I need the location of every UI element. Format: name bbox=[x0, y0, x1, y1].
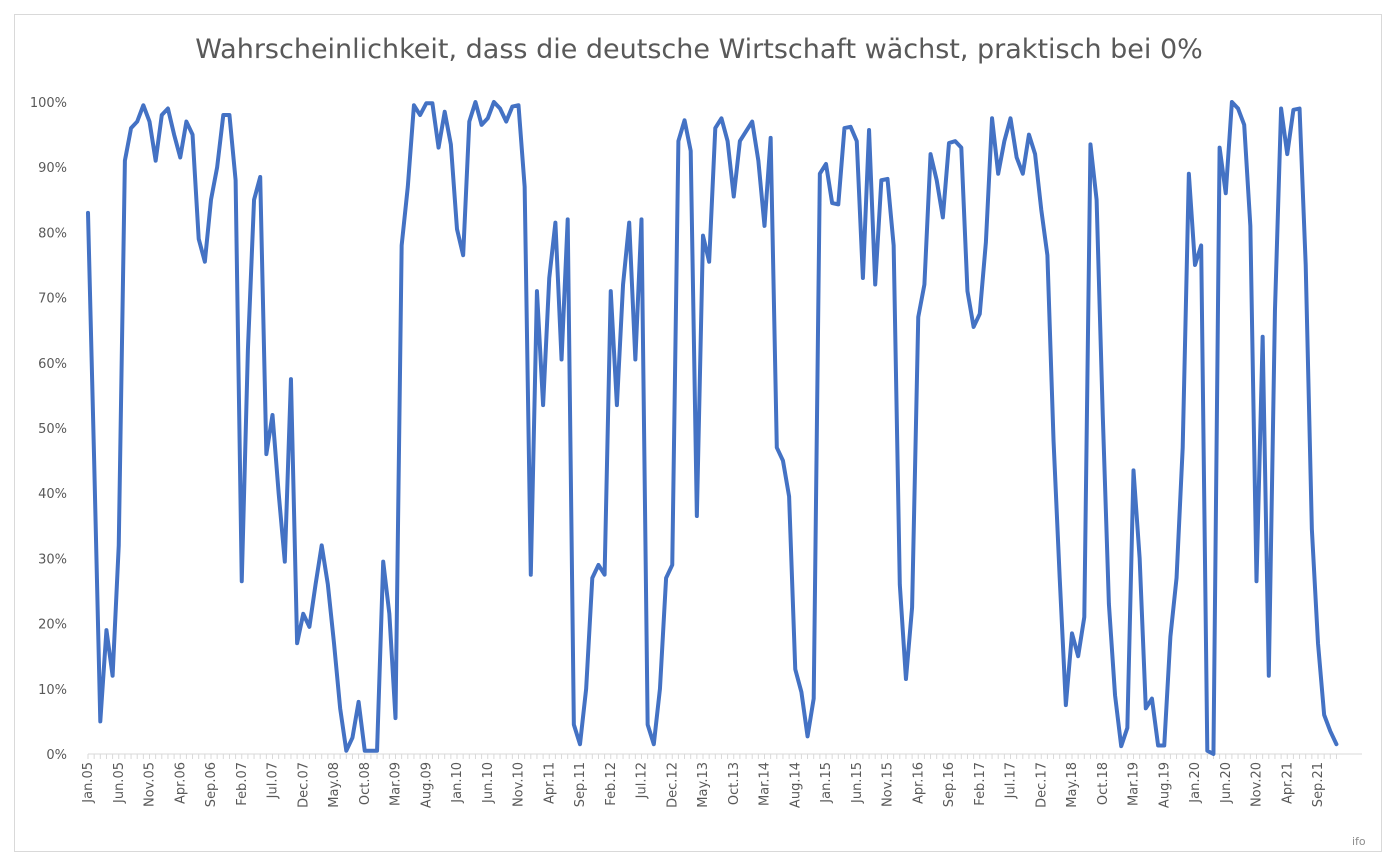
x-tick-label: Aug.09 bbox=[419, 762, 434, 808]
y-tick-label: 30% bbox=[38, 552, 67, 567]
y-axis: 0% 10% 20% 30% 40% 50% 60% 70% 80% 90% 100% bbox=[30, 96, 67, 763]
x-tick-label: Mar.09 bbox=[389, 762, 404, 806]
x-axis: Jan.05 Jun.05 Nov.05 Apr.06 Sep.06 Feb.07 Jul.… bbox=[81, 753, 1362, 808]
series-layer bbox=[86, 100, 1339, 756]
x-tick-label: Jul.17 bbox=[1004, 762, 1019, 799]
x-tick-label: Sep.21 bbox=[1311, 762, 1326, 807]
x-tick-label: Jul.07 bbox=[266, 762, 281, 799]
x-tick-label: Aug.19 bbox=[1157, 762, 1172, 808]
x-tick-label: Nov.20 bbox=[1250, 762, 1265, 807]
x-tick-label: Jan.20 bbox=[1188, 762, 1203, 804]
y-tick-label: 90% bbox=[38, 161, 67, 176]
x-tick-label: Apr.21 bbox=[1280, 762, 1295, 804]
chart-title: Wahrscheinlichkeit, dass die deutsche Wi… bbox=[195, 34, 1203, 65]
y-tick-label: 100% bbox=[30, 96, 67, 111]
x-tick-label: Sep.16 bbox=[942, 762, 957, 807]
x-tick-label: Feb.17 bbox=[973, 762, 988, 806]
x-tick-label: Jul.12 bbox=[635, 762, 650, 799]
x-tick-label: Jan.05 bbox=[81, 762, 96, 804]
x-tick-label: Jun.05 bbox=[112, 762, 127, 804]
x-tick-label: Feb.07 bbox=[235, 762, 250, 806]
y-tick-label: 60% bbox=[38, 357, 67, 372]
y-tick-label: 40% bbox=[38, 487, 67, 502]
x-tick-label: Feb.12 bbox=[604, 762, 619, 806]
series-line bbox=[86, 100, 1339, 756]
x-tick-label: Nov.10 bbox=[512, 762, 527, 807]
x-tick-label: Mar.14 bbox=[758, 762, 773, 806]
y-tick-label: 70% bbox=[38, 292, 67, 307]
x-tick-label: May.18 bbox=[1065, 762, 1080, 808]
x-tick-label: Jun.15 bbox=[850, 762, 865, 804]
x-tick-label: Jan.10 bbox=[450, 762, 465, 804]
x-tick-label: Aug.14 bbox=[788, 762, 803, 808]
x-tick-label: Sep.11 bbox=[573, 762, 588, 807]
x-tick-label: Oct.08 bbox=[358, 762, 373, 805]
x-tick-label: May.08 bbox=[327, 762, 342, 808]
x-tick-label: May.13 bbox=[696, 762, 711, 808]
y-tick-label: 0% bbox=[46, 748, 67, 763]
x-tick-label: Dec.07 bbox=[296, 762, 311, 808]
y-tick-label: 20% bbox=[38, 618, 67, 633]
y-tick-label: 80% bbox=[38, 226, 67, 241]
x-tick-label: Mar.19 bbox=[1127, 762, 1142, 806]
x-tick-label: Nov.05 bbox=[143, 762, 158, 807]
x-tick-label: Oct.13 bbox=[727, 762, 742, 805]
x-tick-label: Sep.06 bbox=[204, 762, 219, 807]
x-tick-label: Dec.17 bbox=[1034, 762, 1049, 808]
x-tick-label: Oct.18 bbox=[1096, 762, 1111, 805]
y-tick-label: 50% bbox=[38, 422, 67, 437]
y-tick-label: 10% bbox=[38, 683, 67, 698]
source-label: ifo bbox=[1352, 835, 1366, 848]
x-tick-label: Jan.15 bbox=[819, 762, 834, 804]
x-tick-label: Apr.06 bbox=[173, 762, 188, 804]
x-tick-label: Apr.11 bbox=[542, 762, 557, 804]
x-tick-label: Dec.12 bbox=[665, 762, 680, 808]
x-tick-label: Apr.16 bbox=[911, 762, 926, 804]
x-tick-label: Jun.20 bbox=[1219, 762, 1234, 804]
x-tick-label: Jun.10 bbox=[481, 762, 496, 804]
x-tick-label: Nov.15 bbox=[881, 762, 896, 807]
